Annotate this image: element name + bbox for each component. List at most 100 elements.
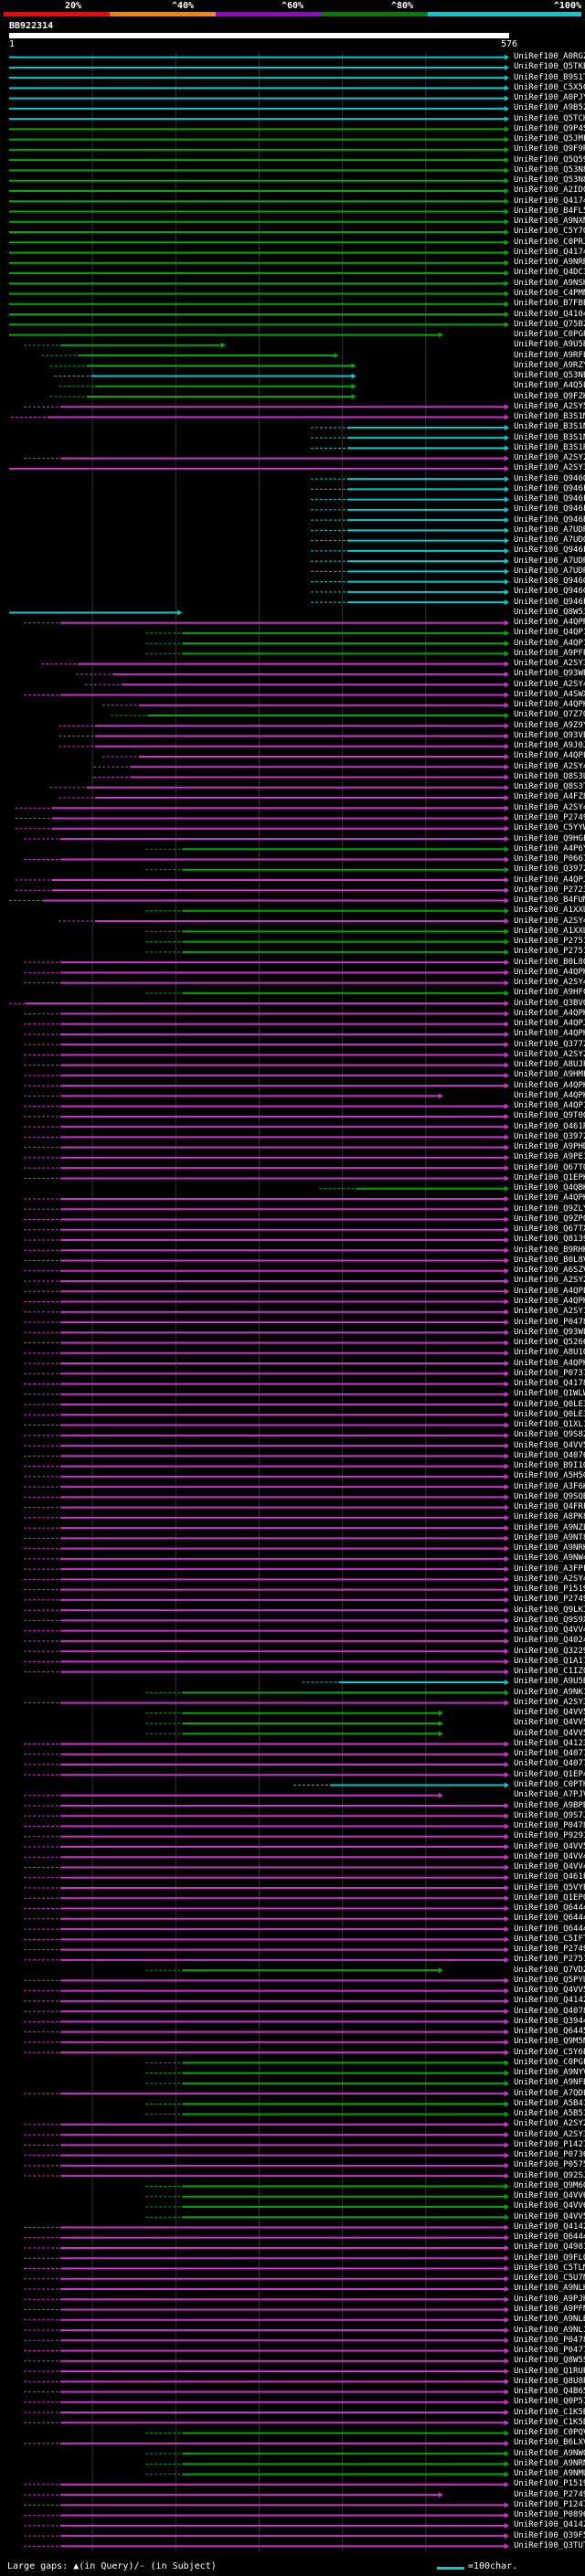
hit-label-link[interactable]: UniRef100_A2SY34 — [514, 1697, 585, 1707]
hit-label-link[interactable]: UniRef100_A9NLH6 — [514, 2284, 585, 2294]
hit-label-link[interactable]: UniRef100_Q9FLQ5 — [514, 2253, 585, 2263]
hit-label-link[interactable]: UniRef100_A9HFC6 — [514, 988, 585, 998]
hit-label-link[interactable]: UniRef100_Q40247 — [514, 1636, 585, 1646]
hit-label-link[interactable]: UniRef100_A4P6Y3 — [514, 843, 585, 853]
hit-label-link[interactable]: UniRef100_Q37726 — [514, 1039, 585, 1049]
hit-label-link[interactable]: UniRef100_A9PJH7 — [514, 2294, 585, 2304]
hit-label-link[interactable]: UniRef100_Q946F2 — [514, 483, 585, 493]
hit-label-link[interactable]: UniRef100_A1XXU7 — [514, 906, 585, 916]
hit-label-link[interactable]: UniRef100_P08963 — [514, 2510, 585, 2520]
hit-label-link[interactable]: UniRef100_P04779 — [514, 2346, 585, 2356]
hit-label-link[interactable]: UniRef100_Q67TQ9 — [514, 1162, 585, 1172]
hit-label-link[interactable]: UniRef100_Q64443 — [514, 2232, 585, 2242]
hit-label-link[interactable]: UniRef100_Q4VV51 — [514, 1718, 585, 1728]
hit-label-link[interactable]: UniRef100_Q41421 — [514, 2520, 585, 2530]
hit-label-link[interactable]: UniRef100_P27496 — [514, 2489, 585, 2499]
hit-label-link[interactable]: UniRef100_A3FPF6 — [514, 1564, 585, 1574]
hit-label-link[interactable]: UniRef100_Q1EPK5 — [514, 1172, 585, 1182]
hit-label-link[interactable]: UniRef100_A2SY44 — [514, 761, 585, 771]
hit-label-link[interactable]: UniRef100_Q0LE36 — [514, 1409, 585, 1419]
hit-label-link[interactable]: UniRef100_Q8W537 — [514, 607, 585, 617]
hit-label-link[interactable]: UniRef100_A9NL12 — [514, 2325, 585, 2335]
hit-label-link[interactable]: UniRef100_A9NRR7 — [514, 258, 585, 268]
hit-label-link[interactable]: UniRef100_Q9T0Q0 — [514, 1111, 585, 1121]
hit-label-link[interactable]: UniRef100_C4PMN8 — [514, 288, 585, 298]
hit-label-link[interactable]: UniRef100_Q1A179 — [514, 1656, 585, 1666]
hit-label-link[interactable]: UniRef100_A5H5G6 — [514, 1471, 585, 1481]
hit-label-link[interactable]: UniRef100_C5Y7G1 — [514, 227, 585, 237]
hit-label-link[interactable]: UniRef100_B0L806 — [514, 957, 585, 967]
hit-label-link[interactable]: UniRef100_A9PFN7 — [514, 2305, 585, 2314]
hit-label-link[interactable]: UniRef100_A9U5B1 — [514, 340, 585, 350]
hit-label-link[interactable]: UniRef100_B3S1M9 — [514, 412, 585, 422]
hit-label-link[interactable]: UniRef100_Q4VV57 — [514, 1728, 585, 1738]
hit-label-link[interactable]: UniRef100_A8UJP9 — [514, 1060, 585, 1070]
hit-label-link[interactable]: UniRef100_Q1XL13 — [514, 1420, 585, 1430]
hit-label-link[interactable]: UniRef100_Q9M5N0 — [514, 2037, 585, 2047]
hit-label-link[interactable]: UniRef100_Q41746 — [514, 247, 585, 257]
hit-label-link[interactable]: UniRef100_A4QPK6 — [514, 1358, 585, 1368]
hit-label-link[interactable]: UniRef100_Q946G2 — [514, 577, 585, 587]
hit-label-link[interactable]: UniRef100_A9NYV9 — [514, 2068, 585, 2078]
hit-label-link[interactable]: UniRef100_C5YYW5 — [514, 823, 585, 833]
hit-label-link[interactable]: UniRef100_A2SY33 — [514, 659, 585, 669]
hit-label-link[interactable]: UniRef100_P07369 — [514, 2150, 585, 2160]
hit-label-link[interactable]: UniRef100_P15194 — [514, 1585, 585, 1595]
hit-label-link[interactable]: UniRef100_Q4VV49 — [514, 1862, 585, 1872]
hit-label-link[interactable]: UniRef100_C0PQV6 — [514, 2428, 585, 2438]
hit-label-link[interactable]: UniRef100_B0L8V5 — [514, 1255, 585, 1265]
hit-label-link[interactable]: UniRef100_A2SY43 — [514, 679, 585, 689]
hit-label-link[interactable]: UniRef100_A4QP13 — [514, 638, 585, 648]
hit-label-link[interactable]: UniRef100_A7UDR3 — [514, 556, 585, 566]
hit-label-link[interactable]: UniRef100_P27497 — [514, 813, 585, 822]
hit-label-link[interactable]: UniRef100_C5Y6E5 — [514, 2047, 585, 2057]
hit-label-link[interactable]: UniRef100_A4QPJ8 — [514, 875, 585, 885]
hit-label-link[interactable]: UniRef100_Q4VV48 — [514, 1851, 585, 1861]
hit-label-link[interactable]: UniRef100_A2SY2X — [514, 453, 585, 463]
hit-label-link[interactable]: UniRef100_B7FBE1 — [514, 299, 585, 309]
hit-label-link[interactable]: UniRef100_A9Z9Y0 — [514, 720, 585, 730]
hit-label-link[interactable]: UniRef100_B4FL59 — [514, 206, 585, 216]
hit-label-link[interactable]: UniRef100_A9NW49 — [514, 1553, 585, 1564]
hit-label-link[interactable]: UniRef100_Q39726 — [514, 1131, 585, 1141]
hit-label-link[interactable]: UniRef100_Q946F1 — [514, 494, 585, 504]
hit-label-link[interactable]: UniRef100_A2SY32 — [514, 2129, 585, 2139]
hit-label-link[interactable]: UniRef100_Q9SQB3 — [514, 1491, 585, 1501]
hit-label-link[interactable]: UniRef100_Q1WLW0 — [514, 1389, 585, 1399]
hit-label-link[interactable]: UniRef100_Q4VV56 — [514, 1986, 585, 1996]
hit-label-link[interactable]: UniRef100_Q4VV59 — [514, 1841, 585, 1851]
hit-label-link[interactable]: UniRef100_A7QDL7 — [514, 2088, 585, 2098]
hit-label-link[interactable]: UniRef100_Q40771 — [514, 1749, 585, 1759]
hit-label-link[interactable]: UniRef100_A4Q5L6 — [514, 381, 585, 391]
hit-label-link[interactable]: UniRef100_Q41049 — [514, 309, 585, 319]
hit-label-link[interactable]: UniRef100_Q5PYU3 — [514, 1975, 585, 1985]
hit-label-link[interactable]: UniRef100_Q1EP45 — [514, 1769, 585, 1779]
hit-label-link[interactable]: UniRef100_A0RGZ3 — [514, 52, 585, 62]
hit-label-link[interactable]: UniRef100_A2SY19 — [514, 1307, 585, 1317]
hit-label-link[interactable]: UniRef100_Q4VV60 — [514, 2191, 585, 2201]
hit-label-link[interactable]: UniRef100_Q4VV47 — [514, 1626, 585, 1636]
hit-label-link[interactable]: UniRef100_Q5Q598 — [514, 154, 585, 164]
hit-label-link[interactable]: UniRef100_Q0LE37 — [514, 1399, 585, 1409]
hit-label-link[interactable]: UniRef100_A2SY47 — [514, 916, 585, 926]
hit-label-link[interactable]: UniRef100_C5TLM6 — [514, 2263, 585, 2273]
hit-label-link[interactable]: UniRef100_Q1RUP9 — [514, 2366, 585, 2376]
hit-label-link[interactable]: UniRef100_Q40770 — [514, 1759, 585, 1769]
hit-label-link[interactable]: UniRef100_C0PTHA — [514, 1779, 585, 1789]
hit-label-link[interactable]: UniRef100_Q9LKI1 — [514, 1605, 585, 1615]
hit-label-link[interactable]: UniRef100_Q4VV50 — [514, 1708, 585, 1718]
hit-label-link[interactable]: UniRef100_C5X5C9 — [514, 82, 585, 92]
hit-label-link[interactable]: UniRef100_A2SY24 — [514, 1276, 585, 1286]
hit-label-link[interactable]: UniRef100_Q8W5S6 — [514, 2356, 585, 2366]
hit-label-link[interactable]: UniRef100_B3S1N4 — [514, 422, 585, 432]
hit-label-link[interactable]: UniRef100_Q7VDZ9 — [514, 1965, 585, 1975]
hit-label-link[interactable]: UniRef100_A4SWX4 — [514, 689, 585, 699]
hit-label-link[interactable]: UniRef100_Q8139I — [514, 1235, 585, 1245]
hit-label-link[interactable]: UniRef100_P27495 — [514, 1945, 585, 1955]
hit-label-link[interactable]: UniRef100_Q5VYE0 — [514, 1882, 585, 1892]
hit-label-link[interactable]: UniRef100_C1K5B6 — [514, 2417, 585, 2427]
hit-label-link[interactable]: UniRef100_Q3TUT3 — [514, 2540, 585, 2550]
hit-label-link[interactable]: UniRef100_Q67TX5 — [514, 1224, 585, 1235]
hit-label-link[interactable]: UniRef100_P04782 — [514, 1821, 585, 1830]
hit-label-link[interactable]: UniRef100_A9NRK2 — [514, 1543, 585, 1553]
